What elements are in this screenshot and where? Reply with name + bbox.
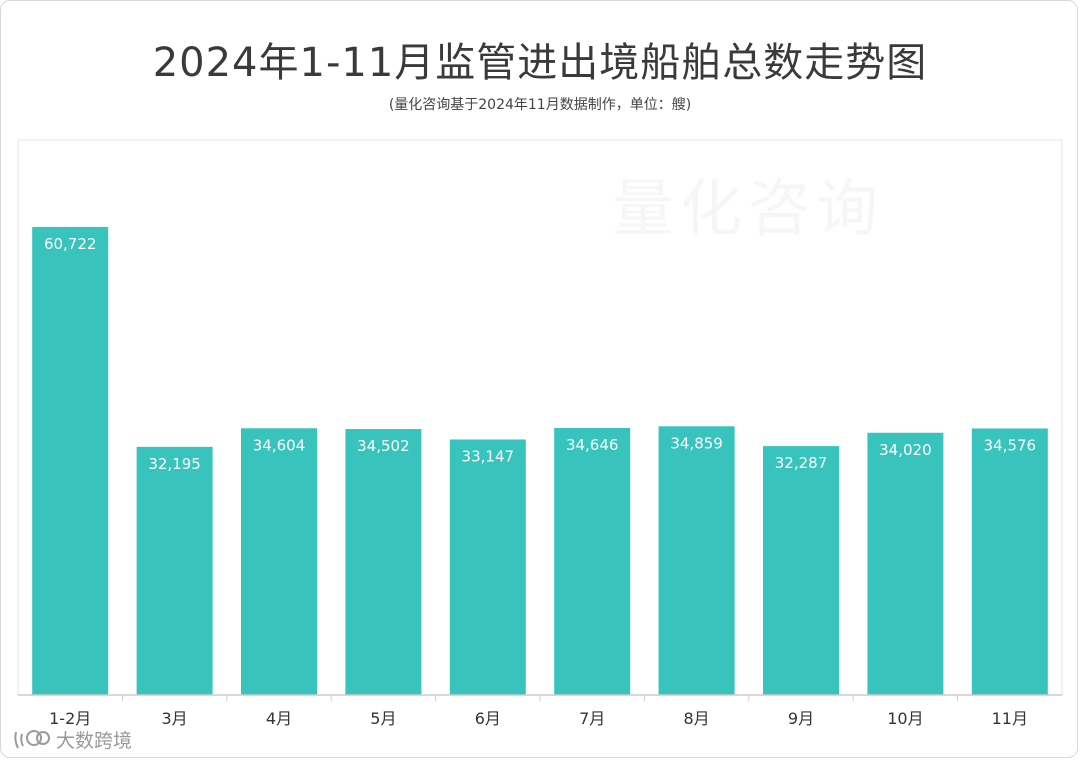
chart-title: 2024年1-11月监管进出境船舶总数走势图 — [152, 40, 928, 86]
bar — [241, 428, 317, 695]
bar — [136, 446, 213, 695]
x-tick-label: 1-2月 — [49, 709, 91, 728]
x-tick-label: 8月 — [684, 709, 710, 728]
brand-logo: 大数跨境 — [12, 726, 132, 753]
data-label: 34,859 — [670, 434, 723, 452]
data-label: 32,287 — [775, 454, 828, 472]
data-label: 32,195 — [148, 455, 201, 473]
x-tick-label: 6月 — [475, 709, 501, 728]
bar — [554, 427, 631, 695]
x-tick-label: 11月 — [992, 709, 1028, 728]
bar — [32, 226, 109, 696]
data-label: 34,576 — [984, 436, 1037, 454]
chat-bubble-logo-icon — [14, 729, 50, 748]
bar — [449, 439, 526, 695]
chart-subtitle: (量化咨询基于2024年11月数据制作，单位：艘) — [388, 97, 692, 113]
data-label: 34,604 — [253, 436, 306, 454]
data-label: 34,646 — [566, 436, 619, 454]
bar — [763, 446, 839, 695]
x-tick-label: 7月 — [579, 709, 605, 728]
brand-name: 大数跨境 — [56, 730, 133, 752]
bar — [658, 426, 735, 695]
x-tick-label: 9月 — [788, 709, 814, 728]
data-label: 34,502 — [357, 437, 410, 455]
bar — [345, 429, 422, 695]
x-tick-label: 3月 — [162, 709, 188, 728]
bar — [867, 432, 944, 695]
bar — [971, 428, 1048, 695]
data-label: 33,147 — [462, 447, 515, 465]
x-tick-label: 5月 — [370, 709, 396, 728]
data-label: 34,020 — [879, 441, 932, 459]
x-tick-label: 4月 — [266, 709, 292, 728]
x-tick-label: 10月 — [887, 709, 923, 728]
data-label: 60,722 — [44, 235, 97, 253]
